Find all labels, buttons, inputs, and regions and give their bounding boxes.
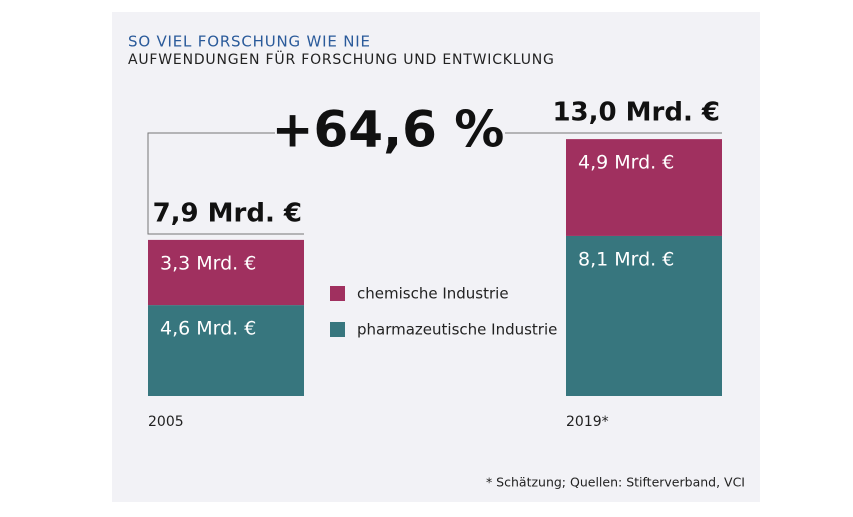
bracket: [147, 132, 304, 235]
legend-swatch: [330, 322, 345, 337]
chart-subtitle: AUFWENDUNGEN FÜR FORSCHUNG UND ENTWICKLU…: [128, 50, 555, 68]
value-label: 8,1 Mrd. €: [578, 248, 674, 270]
chart-title: SO VIEL FORSCHUNG WIE NIE: [128, 33, 371, 51]
x-tick-label: 2005: [148, 414, 184, 430]
value-label: 4,6 Mrd. €: [160, 318, 256, 340]
footnote: * Schätzung; Quellen: Stifterverband, VC…: [486, 475, 745, 490]
legend-label: chemische Industrie: [357, 285, 509, 303]
legend-swatch: [330, 286, 345, 301]
legend-label: pharmazeutische Industrie: [357, 321, 557, 339]
change-label: +64,6 %: [272, 101, 505, 159]
bar-segment: [566, 235, 722, 396]
total-label: 7,9 Mrd. €: [153, 198, 302, 228]
bar-segment: [566, 139, 722, 236]
x-tick-label: 2019*: [566, 414, 609, 430]
bar-segment: [148, 239, 304, 306]
total-label: 13,0 Mrd. €: [552, 98, 720, 128]
value-label: 4,9 Mrd. €: [578, 152, 674, 174]
value-label: 3,3 Mrd. €: [160, 252, 256, 274]
bar-segment: [148, 305, 304, 396]
